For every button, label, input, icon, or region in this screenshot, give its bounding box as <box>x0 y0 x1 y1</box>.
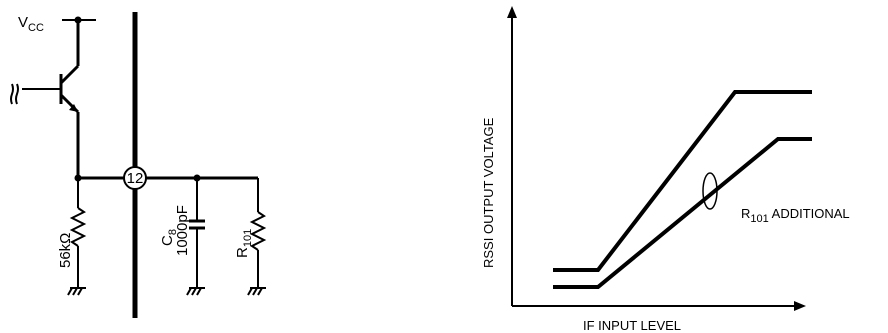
resistor-56k-label: 56kΩ <box>57 233 74 268</box>
transistor-collector-leg <box>59 64 80 85</box>
circuit-schematic: VCC 12 56kΩ <box>10 12 267 318</box>
vcc-label: VCC <box>18 14 44 34</box>
signal-input-icon <box>10 83 19 105</box>
resistor-r101-icon <box>249 211 267 251</box>
emitter-arrow-icon <box>69 104 78 112</box>
x-axis-arrow-icon <box>794 301 806 311</box>
pin-circle <box>123 166 147 190</box>
pin-number: 12 <box>127 170 144 187</box>
ground-icon <box>247 287 266 296</box>
y-axis-label: RSSI OUTPUT VOLTAGE <box>481 117 496 268</box>
capacitor-value: 1000pF <box>174 205 191 256</box>
annotation-ellipse <box>702 172 718 210</box>
y-axis-arrow-icon <box>507 6 517 18</box>
transistor-symbol <box>59 64 80 114</box>
resistor-r101-label: R101 <box>234 229 254 258</box>
r101-additional-label: R101 ADDITIONAL <box>741 206 850 225</box>
ground-icon <box>67 287 86 296</box>
rssi-curve-standard <box>553 90 812 272</box>
capacitor-label: C8 <box>159 229 179 246</box>
rssi-curve-r101-additional <box>553 137 812 289</box>
ground-icon <box>186 287 205 296</box>
x-axis-label: IF INPUT LEVEL <box>583 318 681 333</box>
resistor-56k-icon <box>69 207 87 247</box>
rssi-graph: RSSI OUTPUT VOLTAGE IF INPUT LEVEL R101 … <box>481 6 850 333</box>
